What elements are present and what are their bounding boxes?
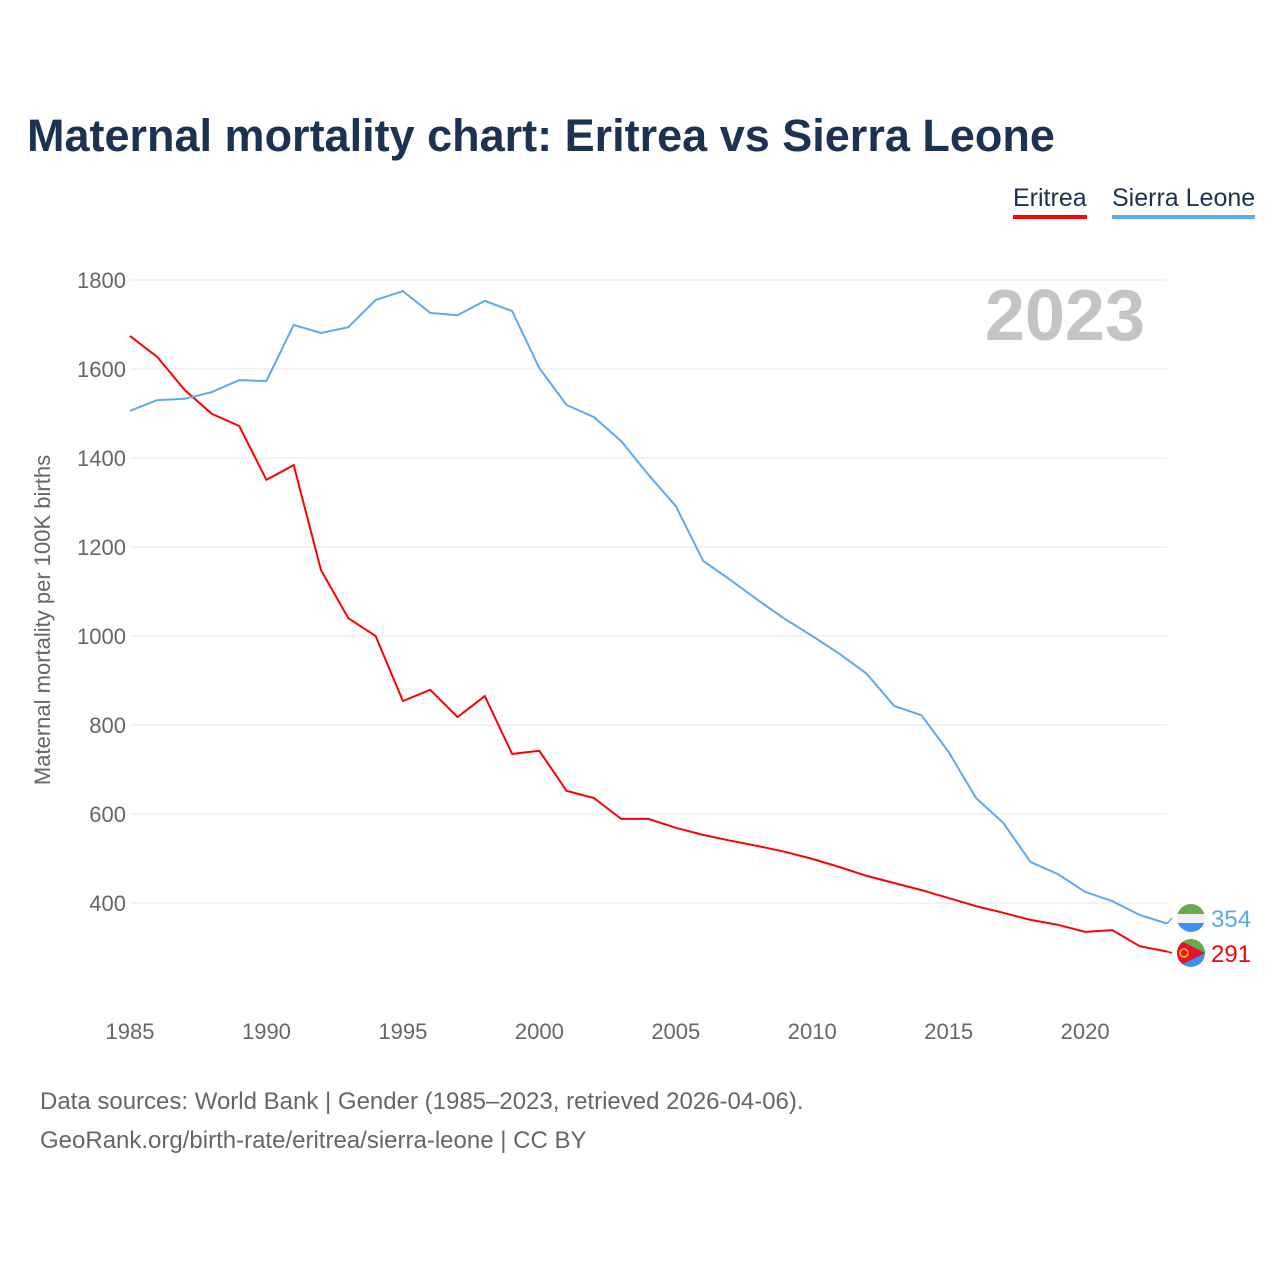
sierra-leone-flag-icon (1177, 904, 1205, 932)
footer-link[interactable]: GeoRank.org/birth-rate/eritrea/sierra-le… (40, 1127, 587, 1154)
x-tick-label: 2000 (515, 1019, 564, 1044)
x-tick-label: 2005 (651, 1019, 700, 1044)
y-tick-label: 600 (89, 802, 126, 827)
end-label-sierra-leone: 354 (1211, 906, 1251, 933)
x-tick-label: 1985 (106, 1019, 155, 1044)
y-axis-label: Maternal mortality per 100K births (30, 455, 55, 785)
y-tick-label: 800 (89, 713, 126, 738)
legend-sierra-leone[interactable]: Sierra Leone (1112, 184, 1256, 219)
connector (1166, 950, 1173, 954)
footer-sources: Data sources: World Bank | Gender (1985–… (40, 1088, 804, 1115)
y-tick-label: 1600 (77, 357, 126, 382)
chart-title: Maternal mortality chart: Eritrea vs Sie… (27, 110, 1055, 161)
eritrea-flag-icon (1177, 939, 1205, 967)
x-tick-label: 2010 (788, 1019, 837, 1044)
x-tick-label: 1990 (242, 1019, 291, 1044)
x-tick-label: 2015 (924, 1019, 973, 1044)
y-tick-label: 1000 (77, 624, 126, 649)
y-tick-label: 400 (89, 891, 126, 916)
y-tick-label: 1400 (77, 446, 126, 471)
y-tick-label: 1200 (77, 535, 126, 560)
legend-eritrea[interactable]: Eritrea (1013, 184, 1087, 219)
year-watermark: 2023 (985, 276, 1145, 356)
x-tick-label: 1995 (378, 1019, 427, 1044)
y-tick-label: 1800 (77, 268, 126, 293)
end-label-eritrea: 291 (1211, 941, 1251, 968)
x-tick-label: 2020 (1061, 1019, 1110, 1044)
connector (1166, 917, 1173, 924)
series-line-sierra-leone (129, 289, 1168, 925)
series-line-eritrea (129, 335, 1168, 953)
